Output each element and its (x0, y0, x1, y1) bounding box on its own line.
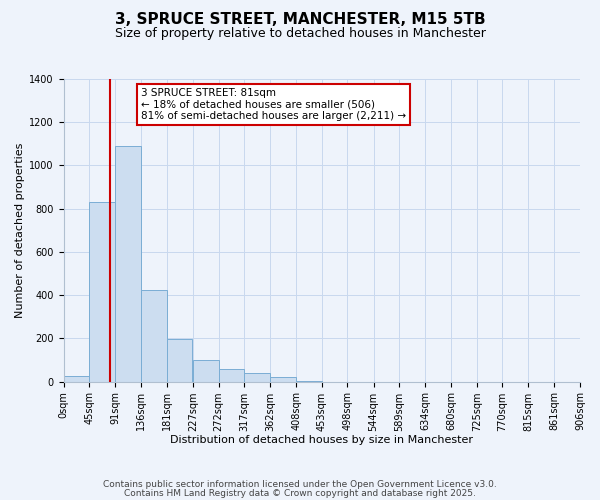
Bar (115, 146, 141, 382)
Y-axis label: Number of detached properties: Number of detached properties (15, 142, 25, 318)
Text: 3 SPRUCE STREET: 81sqm
← 18% of detached houses are smaller (506)
81% of semi-de: 3 SPRUCE STREET: 81sqm ← 18% of detached… (141, 88, 406, 122)
Text: 3, SPRUCE STREET, MANCHESTER, M15 5TB: 3, SPRUCE STREET, MANCHESTER, M15 5TB (115, 12, 485, 28)
Bar (167, 340, 193, 382)
Bar (64, 376, 89, 382)
Text: Contains public sector information licensed under the Open Government Licence v3: Contains public sector information licen… (103, 480, 497, 489)
Bar (244, 374, 270, 382)
Text: Contains HM Land Registry data © Crown copyright and database right 2025.: Contains HM Land Registry data © Crown c… (124, 488, 476, 498)
Bar (270, 378, 296, 382)
Bar (193, 360, 218, 382)
Text: Size of property relative to detached houses in Manchester: Size of property relative to detached ho… (115, 28, 485, 40)
X-axis label: Distribution of detached houses by size in Manchester: Distribution of detached houses by size … (170, 435, 473, 445)
Bar (141, 290, 167, 382)
Bar (296, 380, 322, 382)
Bar (218, 369, 244, 382)
Bar (89, 202, 115, 382)
